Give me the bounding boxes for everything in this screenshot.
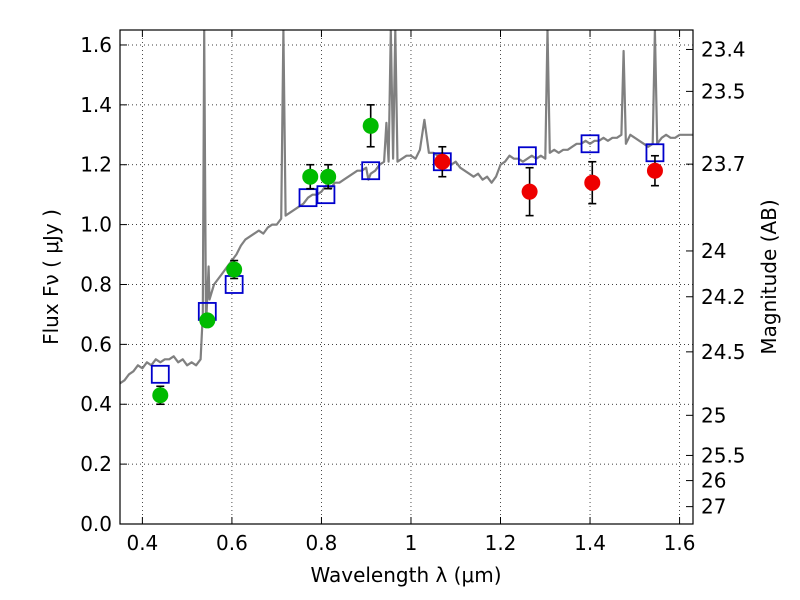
right-tick-label: 27 <box>701 495 726 519</box>
right-tick-label: 23.5 <box>701 79 746 103</box>
optical-data-point <box>362 117 379 134</box>
right-tick-label: 24.2 <box>701 285 746 309</box>
nir-data-point <box>521 183 538 200</box>
x-tick-label: 0.8 <box>306 531 338 555</box>
model-photometry-square <box>580 134 600 154</box>
y-tick-label: 1.2 <box>80 153 112 177</box>
optical-data-point <box>320 168 337 185</box>
right-tick-label: 23.4 <box>701 37 746 61</box>
axis-ticks: 0.4 0.6 0.8 1 1.2 1.4 1.6 0.0 0.2 0.4 0.6 0.8 1.0 1.2… <box>80 30 746 555</box>
right-tick-label: 24 <box>701 239 726 263</box>
right-tick-label: 24.5 <box>701 340 746 364</box>
right-tick-label: 25.5 <box>701 443 746 467</box>
y-tick-label: 1.4 <box>80 93 112 117</box>
marker-layer <box>150 104 665 406</box>
x-tick-label: 1.6 <box>664 531 696 555</box>
y-tick-label: 0.0 <box>80 512 112 536</box>
optical-data-point <box>199 312 216 329</box>
optical-data-point <box>152 387 169 404</box>
x-tick-label: 1.2 <box>485 531 517 555</box>
y-axis-label: Flux Fν ( μJy ) <box>39 209 63 345</box>
y-tick-label: 1.6 <box>80 33 112 57</box>
x-tick-label: 0.4 <box>126 531 158 555</box>
optical-data-point <box>302 168 319 185</box>
y-tick-label: 0.2 <box>80 452 112 476</box>
right-tick-label: 26 <box>701 469 726 493</box>
nir-data-point <box>584 174 601 191</box>
nir-data-point <box>434 153 451 170</box>
model-photometry-square <box>150 364 170 384</box>
x-tick-label: 0.6 <box>216 531 248 555</box>
optical-data-point <box>226 261 243 278</box>
model-photometry-square <box>517 146 537 166</box>
x-axis-label: Wavelength λ (μm) <box>310 563 501 587</box>
plot-frame <box>119 29 694 525</box>
model-photometry-square <box>316 185 336 205</box>
right-axis-label: Magnitude (AB) <box>757 199 781 354</box>
y-tick-label: 0.6 <box>80 332 112 356</box>
y-tick-label: 0.8 <box>80 272 112 296</box>
nir-data-point <box>646 162 663 179</box>
plot-area <box>120 30 693 524</box>
right-tick-label: 23.7 <box>701 152 746 176</box>
x-tick-label: 1 <box>405 531 418 555</box>
x-tick-label: 1.4 <box>574 531 606 555</box>
model-photometry-square <box>361 161 381 181</box>
right-tick-label: 25 <box>701 403 726 427</box>
y-tick-label: 1.0 <box>80 213 112 237</box>
y-tick-label: 0.4 <box>80 392 112 416</box>
